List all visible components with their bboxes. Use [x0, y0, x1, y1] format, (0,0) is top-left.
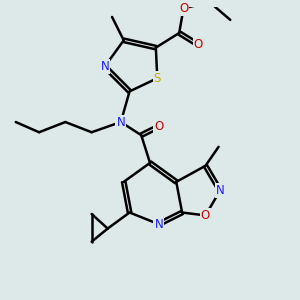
Text: N: N: [154, 218, 163, 231]
Text: O: O: [194, 38, 203, 51]
Text: O: O: [154, 120, 164, 133]
Text: S: S: [154, 72, 161, 85]
Text: N: N: [216, 184, 224, 197]
Text: O: O: [201, 209, 210, 222]
Text: N: N: [100, 60, 109, 73]
Text: O: O: [179, 2, 188, 15]
Text: N: N: [116, 116, 125, 128]
